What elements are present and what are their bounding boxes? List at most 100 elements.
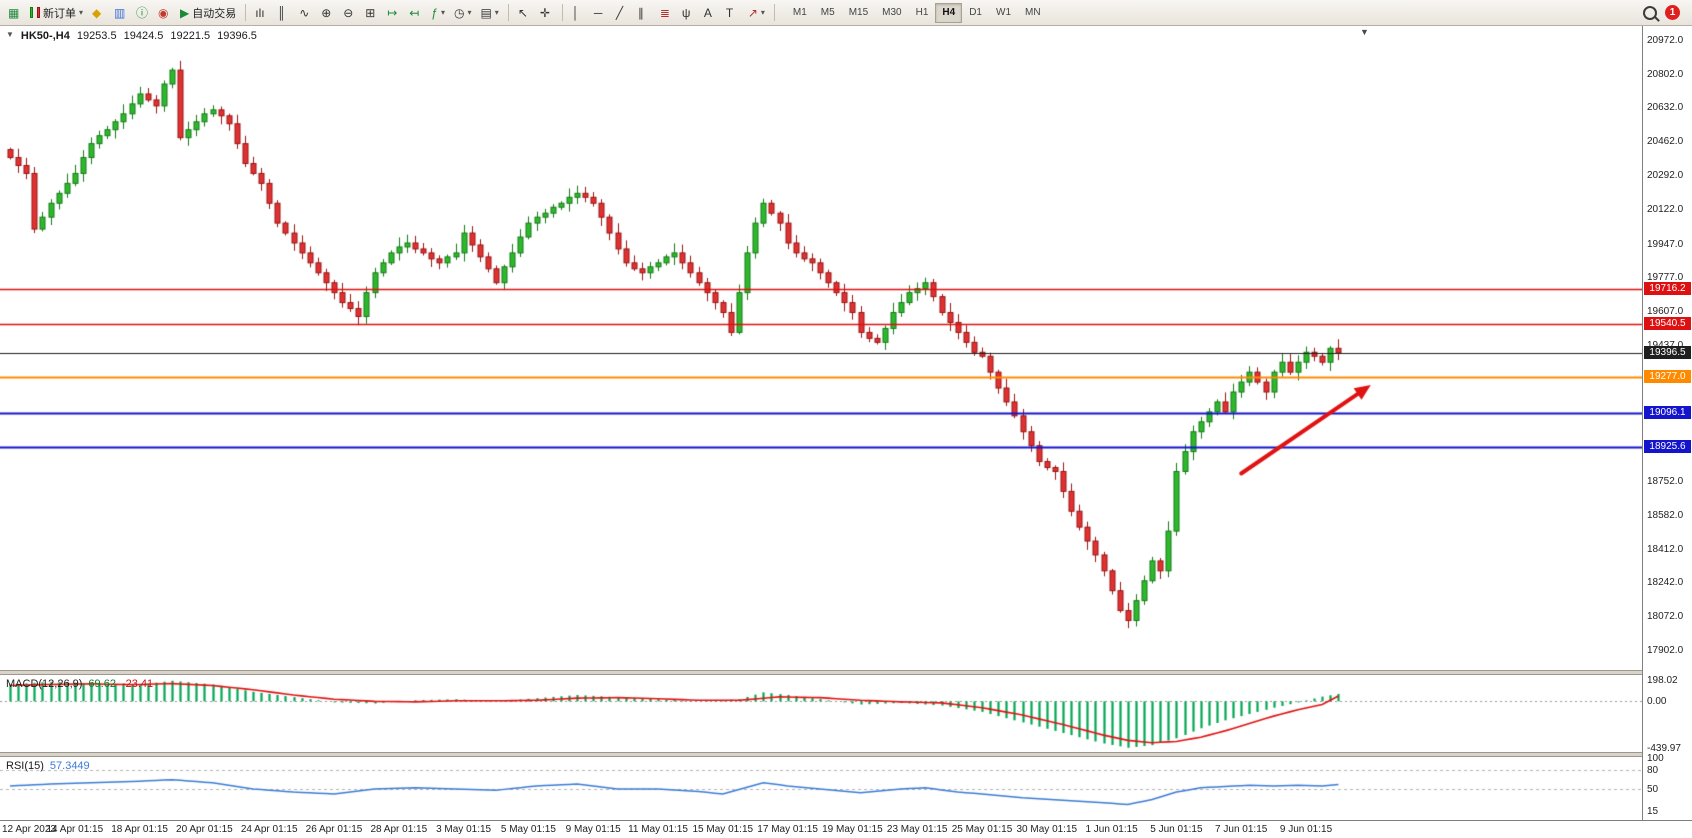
toolbar-equidistant-channel-button[interactable]: ∥	[634, 2, 655, 23]
time-axis-label: 12 Apr 2023	[2, 824, 56, 835]
toolbar-text-button[interactable]: A	[700, 2, 721, 23]
time-axis-label: 3 May 01:15	[436, 824, 492, 835]
level-price-label: 19716.2	[1644, 282, 1691, 296]
line-chart-icon: ∿	[299, 5, 310, 20]
price-axis-label: 20122.0	[1647, 203, 1684, 215]
chart-shift-marker[interactable]: ▼	[1360, 27, 1369, 37]
macd-window-splitter[interactable]	[0, 670, 1692, 675]
toolbar-zoom-in-button[interactable]: ⊕	[317, 2, 338, 23]
timeframe-H1-button[interactable]: H1	[909, 3, 936, 23]
macd-signal-value: -23.41	[121, 678, 154, 690]
toolbar-andrews-pitchfork-button[interactable]: ψ	[678, 2, 699, 23]
tile-windows-icon: ⊞	[365, 5, 376, 20]
toolbar-chart-shift-button[interactable]: ↤	[405, 2, 426, 23]
mql-wizard-icon: ◆	[92, 5, 102, 20]
toolbar-cursor-button[interactable]: ↖	[514, 2, 535, 23]
toolbar-profiles-button[interactable]: ▥	[110, 2, 131, 23]
price-axis[interactable]: 20972.0 20802.0 20632.0 20462.0 20292.0 20122…	[1642, 26, 1692, 820]
toolbar-vertical-line-button[interactable]: │	[568, 2, 589, 23]
search-icon[interactable]	[1643, 5, 1657, 20]
rsi-value: 57.3449	[49, 760, 90, 772]
timeframe-MN-button[interactable]: MN	[1018, 3, 1048, 23]
toolbar-zoom-out-button[interactable]: ⊖	[339, 2, 360, 23]
text-label-icon: T	[725, 5, 734, 20]
andrews-pitchfork-icon: ψ	[681, 5, 691, 20]
rsi-canvas[interactable]	[0, 758, 1642, 820]
toolbar-tile-windows-button[interactable]: ⊞	[361, 2, 382, 23]
collapse-icon[interactable]: ▼	[6, 30, 14, 39]
toolbar-candle-chart-button[interactable]: ║	[273, 2, 294, 23]
price-axis-label: 19947.0	[1647, 238, 1684, 250]
arrows-tool-icon: ↗	[747, 5, 758, 20]
toolbar-group: ılı ║ ∿ ⊕ ⊖ ⊞ ↦ ↤ ƒ ▾ ◷ ▾ ▤ ▾	[251, 2, 503, 23]
bars-chart-icon: ılı	[255, 5, 265, 20]
toolbar-separator	[245, 4, 247, 21]
toolbar-crosshair-button[interactable]: ✛	[536, 2, 557, 23]
rsi-axis-label: 80	[1647, 765, 1659, 777]
level-price-label: 19277.0	[1644, 369, 1691, 383]
toolbar-mql-wizard-button[interactable]: ◆	[88, 2, 109, 23]
toolbar-indicators-button[interactable]: ƒ ▾	[427, 2, 449, 23]
candle-chart-icon: ║	[277, 5, 286, 20]
toolbar-metaquotes-button[interactable]: ◉	[154, 2, 175, 23]
fibonacci-icon: ≣	[659, 5, 670, 20]
price-axis-label: 19607.0	[1647, 306, 1684, 318]
toolbar-group: ↖ ✛	[514, 2, 557, 23]
toolbar-periods-button[interactable]: ◷ ▾	[450, 2, 476, 23]
toolbar-templates-button[interactable]: ▤ ▾	[476, 2, 502, 23]
bear-candle-icon	[37, 7, 40, 18]
toolbar-auto-scroll-button[interactable]: ↦	[383, 2, 404, 23]
timeframe-H4-button[interactable]: H4	[935, 2, 963, 23]
toolbar-new-order-button[interactable]: 新订单 ▾	[26, 2, 87, 23]
toolbar-fibonacci-button[interactable]: ≣	[656, 2, 677, 23]
toolbar-text-label-button[interactable]: T	[722, 2, 743, 23]
rsi-window-splitter[interactable]	[0, 752, 1692, 757]
time-axis-label: 14 Apr 01:15	[46, 824, 104, 835]
time-axis-label: 30 May 01:15	[1016, 824, 1078, 835]
time-axis[interactable]: 12 Apr 2023 14 Apr 01:15 18 Apr 01:15 20 Ap…	[0, 820, 1692, 838]
toolbar-separator	[507, 4, 509, 21]
info-icon: ⓘ	[136, 5, 149, 20]
macd-axis-label: 198.02	[1647, 675, 1678, 687]
rsi-axis-label: 15	[1647, 805, 1659, 817]
timeframe-W1-button[interactable]: W1	[989, 3, 1018, 23]
level-price-label: 19540.5	[1644, 317, 1691, 331]
text-icon: A	[703, 5, 712, 20]
toolbar-trendline-button[interactable]: ╱	[612, 2, 633, 23]
dropdown-caret-icon: ▾	[494, 8, 499, 17]
price-axis-label: 18072.0	[1647, 611, 1684, 623]
toolbar-bars-chart-button[interactable]: ılı	[251, 2, 272, 23]
macd-canvas[interactable]	[0, 676, 1642, 752]
macd-name: MACD(12,26,9)	[6, 678, 83, 690]
price-axis-label: 19437.0	[1647, 340, 1683, 351]
notification-badge[interactable]: 1	[1665, 5, 1680, 20]
price-axis-label: 18242.0	[1647, 577, 1684, 589]
bull-candle-icon	[30, 7, 33, 18]
level-price-label: 18925.6	[1644, 439, 1691, 453]
toolbar-line-chart-button[interactable]: ∿	[295, 2, 316, 23]
toolbar-horizontal-line-button[interactable]: ─	[590, 2, 611, 23]
level-price-label: 19096.1	[1644, 405, 1691, 419]
toolbar-group: │ ─ ╱ ∥ ≣ ψ A T ↗ ▾	[568, 2, 769, 23]
rsi-label: RSI(15) 57.3449	[6, 760, 90, 772]
timeframe-M1-button[interactable]: M1	[786, 3, 814, 23]
toolbar-autotrade-button[interactable]: ▶ 自动交易	[176, 2, 240, 23]
toolbar-new-chart-button[interactable]: ▦	[4, 2, 25, 23]
timeframe-M30-button[interactable]: M30	[875, 3, 908, 23]
price-axis-label: 20462.0	[1647, 136, 1684, 148]
chart-close-value: 19396.5	[217, 30, 257, 42]
timeframe-M5-button[interactable]: M5	[814, 3, 842, 23]
time-axis-label: 28 Apr 01:15	[370, 824, 428, 835]
timeframe-M15-button[interactable]: M15	[842, 3, 875, 23]
price-axis-label: 18582.0	[1647, 509, 1684, 521]
dropdown-caret-icon: ▾	[760, 8, 765, 17]
dropdown-caret-icon: ▾	[440, 8, 445, 17]
toolbar-arrows-tool-button[interactable]: ↗ ▾	[744, 2, 769, 23]
timeframe-D1-button[interactable]: D1	[962, 3, 989, 23]
main-chart-canvas[interactable]	[0, 26, 1642, 670]
auto-scroll-icon: ↦	[387, 5, 398, 20]
autotrade-label: 自动交易	[192, 7, 237, 20]
timeframe-toolbar: M1 M5 M15 M30 H1 H4 D1 W1 MN	[786, 2, 1048, 23]
toolbar-info-button[interactable]: ⓘ	[132, 2, 153, 23]
price-axis-label: 18752.0	[1647, 476, 1684, 488]
